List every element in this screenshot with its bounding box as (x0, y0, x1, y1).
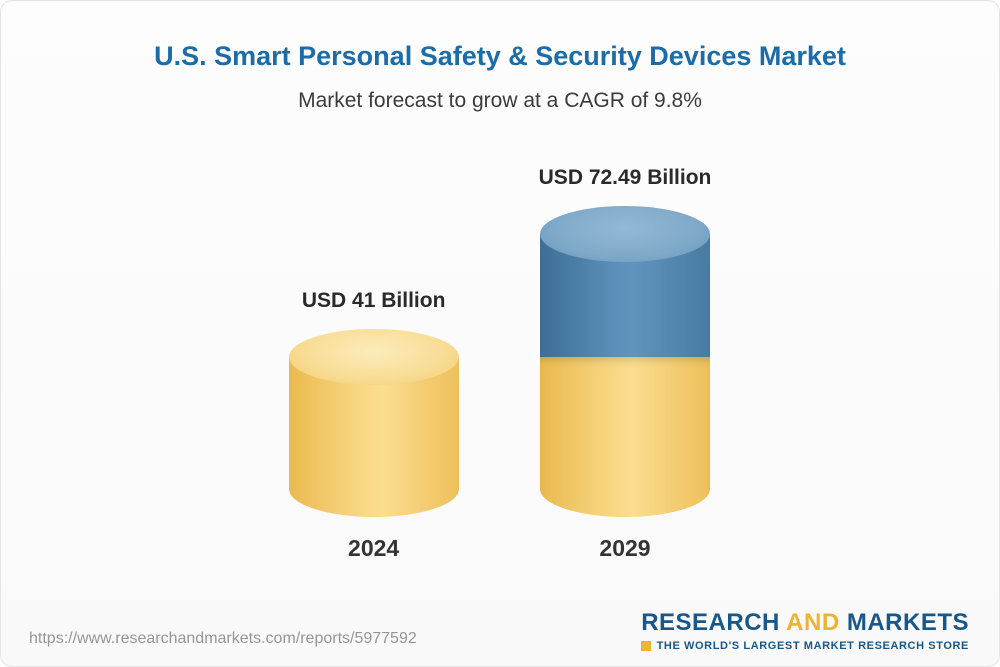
logo-word-markets: MARKETS (846, 609, 969, 636)
bar-2029-base-segment (540, 357, 710, 517)
research-and-markets-logo: RESEARCH AND MARKETS THE WORLD'S LARGEST… (640, 609, 969, 652)
report-url: https://www.researchandmarkets.com/repor… (29, 630, 417, 647)
bar-2029-cylinder (540, 206, 710, 517)
logo-word-research: RESEARCH (641, 609, 780, 636)
chart-subtitle: Market forecast to grow at a CAGR of 9.8… (298, 89, 702, 112)
bar-group-2024: USD 41 Billion 2024 (288, 289, 459, 562)
logo-square-icon (640, 641, 651, 651)
bar-2024-category-label: 2024 (348, 535, 400, 561)
bar-2029-category-label: 2029 (599, 535, 651, 561)
logo-word-and: AND (786, 609, 840, 636)
chart-title: U.S. Smart Personal Safety & Security De… (154, 41, 846, 71)
bar-2024-value-label: USD 41 Billion (301, 289, 446, 312)
bar-2029-top-cap (540, 206, 710, 262)
bar-group-2029: USD 72.49 Billion 2029 (539, 166, 712, 562)
bar-2024-top-cap (288, 329, 459, 385)
logo-tagline: THE WORLD'S LARGEST MARKET RESEARCH STOR… (656, 640, 969, 652)
chart-area: USD 41 Billion 2024 USD 72.49 Billion 20… (1, 166, 999, 562)
logo-tagline-row: THE WORLD'S LARGEST MARKET RESEARCH STOR… (640, 640, 969, 652)
bar-2029-value-label: USD 72.49 Billion (538, 166, 712, 189)
logo-wordmark: RESEARCH AND MARKETS (641, 609, 969, 637)
bar-2024-cylinder (288, 329, 459, 517)
